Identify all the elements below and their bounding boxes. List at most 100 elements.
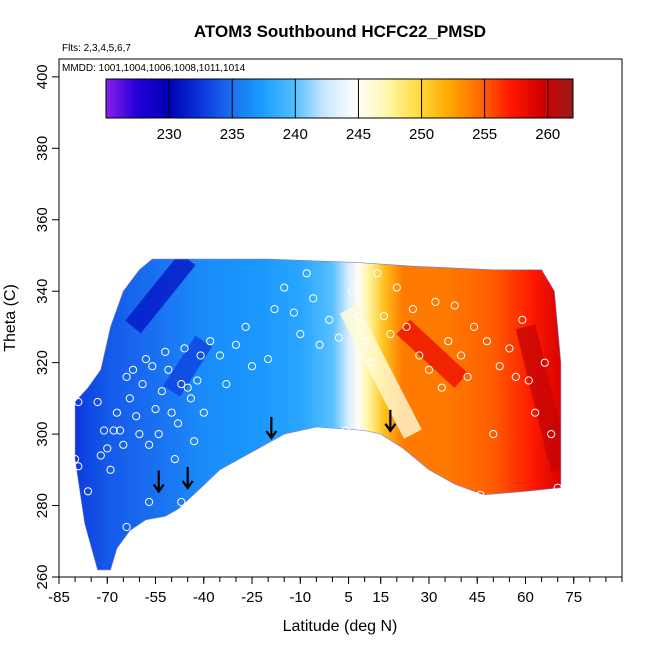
observation-point [103,444,112,453]
arrow-head [152,483,165,494]
colorbar-tick-label: 230 [157,126,182,143]
x-tick-label: -55 [145,589,167,606]
observation-point [167,408,176,417]
observation-point [157,387,166,396]
y-axis: 260 280 300 320 340 360 380 400 [34,64,59,590]
observation-point [71,455,80,464]
observation-point [74,462,83,471]
observation-point [99,426,109,435]
x-tick-label: 75 [565,589,582,606]
x-tick-label: 5 [344,589,352,606]
observation-point [386,330,395,339]
observation-point [553,483,562,492]
observation-point [524,376,533,385]
observation-point [469,322,479,331]
observation-point [309,294,318,303]
y-tick-label: 280 [34,493,51,518]
observation-point [476,490,485,499]
observation-point [170,455,179,464]
x-tick-label: -10 [289,589,311,606]
heatmap-wedge [163,335,213,397]
x-axis-label: Latitude (deg N) [283,618,398,635]
observation-point [367,358,376,367]
observation-point [145,497,154,507]
y-tick-label: 380 [34,136,51,161]
heatmap-wedge [339,304,422,439]
observation-point [231,340,240,349]
dates-note: MMDD: 1001,1004,1006,1008,1011,1014 [62,63,246,74]
observation-point [93,397,102,407]
y-tick-label: 260 [34,564,51,589]
observation-point [122,372,131,381]
observation-point [128,365,138,374]
observation-point [463,372,472,381]
observation-point [135,430,144,439]
heatmap-wedges [125,259,561,473]
observation-point [505,344,514,353]
arrow-head [181,480,194,490]
arrow-head [265,430,278,440]
observation-point [173,419,183,428]
observation-point [222,380,231,389]
observation-point [190,437,199,446]
observation-point [154,430,163,439]
arrow-head [384,423,397,433]
observation-point [116,426,125,435]
x-tick-label: -70 [96,589,118,606]
observation-point [457,351,466,360]
colorbar-tick-label: 245 [346,126,371,143]
observation-point [106,465,115,474]
observation-point [302,269,311,278]
observation-point [161,347,170,356]
observation-point [347,287,356,296]
observation-point [489,430,498,439]
heatmap-wedge [515,324,561,473]
colorbar-tick-label: 250 [409,126,434,143]
y-tick-label: 320 [34,350,51,375]
observation-point [392,283,401,292]
observation-point [125,394,134,403]
observation-point [141,355,150,364]
observation-point [424,365,434,374]
x-tick-label: 45 [469,589,486,606]
observation-point [531,408,540,417]
observation-point [296,330,305,339]
x-tick-label: -40 [193,589,215,606]
y-tick-label: 360 [34,207,51,232]
y-axis-label: Theta (C) [2,284,19,352]
observation-point [315,340,324,349]
data-boundary [74,258,562,571]
observation-point [112,408,122,417]
observation-point [354,312,363,321]
observation-point [415,351,424,360]
observation-point [402,322,411,331]
colorbar-tick-label: 235 [220,126,245,143]
colorbar-tick-label: 260 [535,126,560,143]
observation-point [109,426,118,435]
x-tick-label: 15 [372,589,389,606]
observation-point [183,383,192,392]
observation-point [482,337,491,346]
observation-points [71,269,562,532]
colorbar-ticks: 230 235 240 245 250 255 260 [157,79,560,143]
observation-point [164,365,173,374]
observation-point [511,372,520,381]
observation-point [145,440,154,449]
observation-point [280,283,289,292]
observation-point [518,315,527,324]
observation-point [289,308,298,317]
observation-point [247,362,257,371]
observation-point [241,322,250,331]
y-tick-label: 400 [34,64,51,89]
observation-point [151,405,160,414]
observation-point [180,344,189,353]
observation-point [206,337,215,346]
observation-point [379,312,388,321]
observation-point [360,337,369,346]
observation-point [325,315,334,324]
observation-point [193,376,202,385]
chart-title: ATOM3 Southbound HCFC22_PMSD [194,22,486,41]
observation-point [341,426,350,435]
x-tick-label: -85 [48,589,70,606]
